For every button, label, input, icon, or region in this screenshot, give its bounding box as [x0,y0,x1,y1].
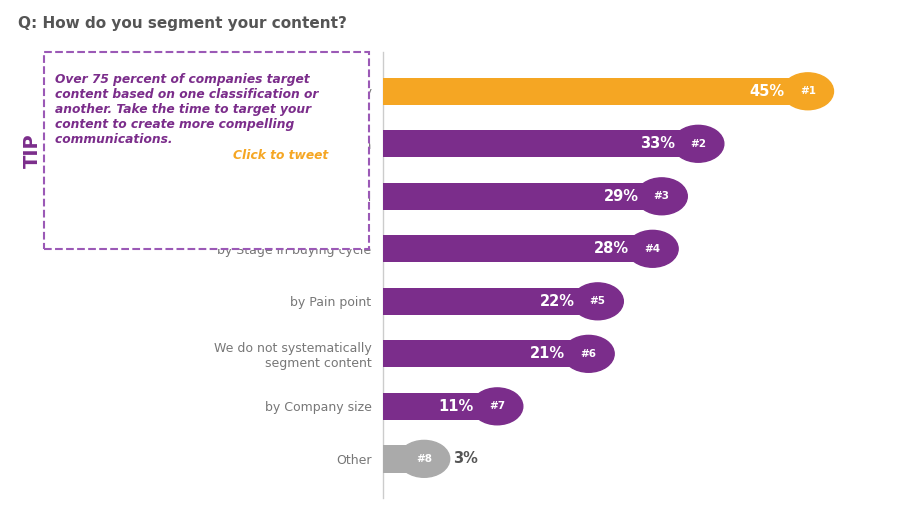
Text: #1: #1 [800,86,816,97]
Text: 29%: 29% [604,189,638,204]
Bar [383,78,794,105]
Ellipse shape [673,126,724,162]
Text: #5: #5 [590,296,606,306]
Bar [383,235,638,263]
Text: 28%: 28% [594,241,630,256]
Text: Over 75 percent of companies target
content based on one classification or
anoth: Over 75 percent of companies target cont… [55,73,319,146]
Text: 45%: 45% [750,84,785,99]
Text: 21%: 21% [530,346,565,361]
Ellipse shape [472,388,523,425]
Bar [383,393,483,420]
Text: #3: #3 [654,192,669,201]
Text: 22%: 22% [539,294,574,309]
Text: #7: #7 [490,401,505,412]
Ellipse shape [782,73,833,110]
Text: #4: #4 [644,244,661,254]
Text: #2: #2 [691,139,706,149]
Text: #6: #6 [581,349,597,359]
Text: TIP: TIP [23,133,41,168]
Ellipse shape [573,283,623,320]
Text: #8: #8 [416,454,432,464]
Bar [383,288,584,315]
Text: 33%: 33% [640,136,675,152]
Bar [383,130,684,157]
Text: Q: How do you segment your content?: Q: How do you segment your content? [18,16,348,31]
Text: 3%: 3% [454,452,479,467]
Ellipse shape [627,230,679,267]
Bar [383,183,647,210]
Text: Click to tweet: Click to tweet [233,149,328,162]
Bar [383,340,574,367]
Ellipse shape [563,335,614,372]
Bar [383,445,410,472]
Ellipse shape [636,178,687,215]
Text: 11%: 11% [439,399,474,414]
Ellipse shape [398,441,450,477]
